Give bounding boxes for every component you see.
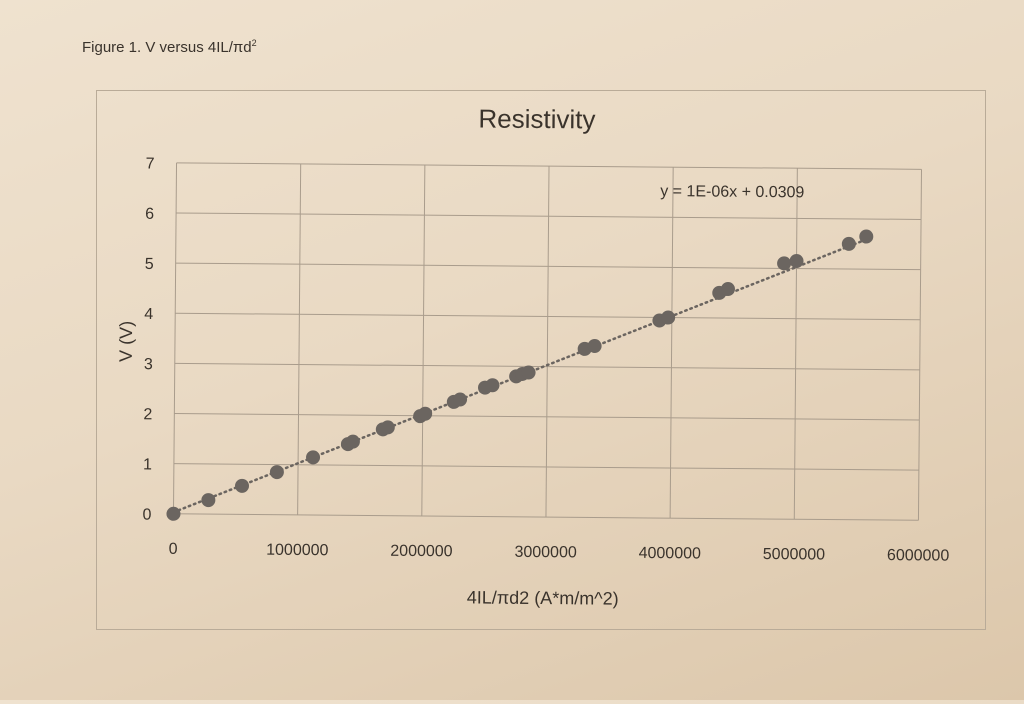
data-point (269, 465, 284, 480)
y-tick-label: 1 (143, 456, 152, 473)
caption-superscript: 2 (251, 38, 257, 48)
x-gridline (421, 164, 426, 516)
caption-text: Figure 1. V versus 4IL/πd (82, 39, 252, 56)
y-tick-label: 5 (145, 256, 154, 273)
data-point (453, 392, 468, 407)
x-tick-label: 0 (169, 541, 178, 558)
data-point (235, 478, 250, 493)
data-point (859, 229, 874, 244)
x-tick-label: 4000000 (639, 545, 702, 563)
y-tick-label: 0 (142, 507, 151, 524)
y-axis-label: V (V) (116, 321, 136, 362)
y-tick-label: 4 (144, 306, 153, 323)
x-gridline (172, 162, 178, 514)
x-gridline (297, 163, 302, 515)
data-point (166, 506, 181, 521)
x-gridline (917, 169, 923, 521)
data-point (661, 310, 676, 325)
data-point (777, 256, 792, 271)
chart-title: Resistivity (478, 103, 595, 134)
x-gridline (545, 166, 550, 518)
y-tick-label: 7 (146, 156, 155, 173)
data-point (418, 406, 433, 421)
data-point (521, 365, 536, 380)
y-gridline (173, 513, 919, 521)
y-gridline (176, 212, 922, 220)
data-point (201, 493, 216, 508)
x-tick-label: 1000000 (266, 542, 329, 560)
y-gridline (175, 262, 921, 271)
y-gridline (174, 362, 920, 371)
x-tick-label: 5000000 (763, 546, 826, 564)
figure-caption: Figure 1. V versus 4IL/πd2 (82, 38, 257, 56)
x-tick-label: 2000000 (390, 543, 453, 561)
trendline-equation: y = 1E-06x + 0.0309 (660, 183, 804, 201)
y-tick-label: 3 (144, 356, 153, 373)
data-point (485, 378, 500, 393)
y-gridline (174, 413, 920, 421)
data-point (841, 236, 856, 251)
data-point (306, 450, 321, 465)
y-gridline (175, 312, 921, 321)
data-point (345, 434, 360, 449)
y-tick-label: 6 (145, 206, 154, 223)
x-gridline (669, 167, 674, 519)
trendline (172, 238, 868, 514)
y-gridline (176, 162, 922, 170)
x-tick-label: 3000000 (514, 544, 577, 562)
chart-frame (96, 90, 986, 630)
data-point (720, 281, 735, 296)
y-tick-label: 2 (143, 406, 152, 423)
x-axis-label: 4IL/πd2 (A*m/m^2) (467, 587, 619, 608)
data-point (789, 253, 804, 268)
x-gridline (793, 168, 798, 520)
y-gridline (173, 463, 919, 471)
data-point (380, 420, 395, 435)
x-tick-label: 6000000 (887, 547, 950, 565)
data-point (587, 338, 602, 353)
